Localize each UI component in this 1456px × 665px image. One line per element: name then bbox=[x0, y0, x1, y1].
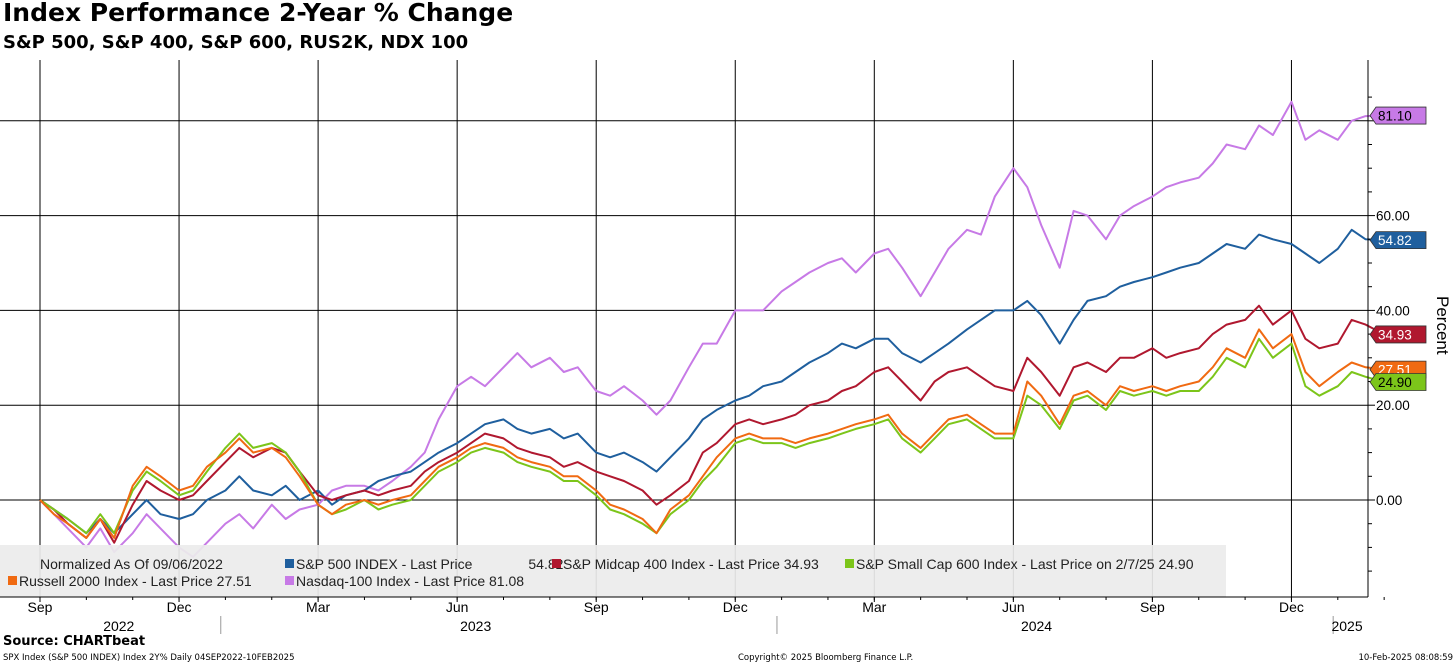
grid bbox=[0, 60, 1368, 597]
series-line-mid400 bbox=[39, 304, 1385, 544]
legend-label-sml600: S&P Small Cap 600 Index - Last Price on … bbox=[856, 556, 1194, 572]
series-line-ndx bbox=[39, 100, 1385, 558]
last-value-tag-spx bbox=[1369, 231, 1427, 250]
x-tick-label: Sep bbox=[28, 599, 53, 615]
series-line-spx bbox=[39, 228, 1385, 535]
footer-left: SPX Index (S&P 500 INDEX) Index 2Y% Dail… bbox=[3, 653, 295, 663]
y-tick-label: 0.00 bbox=[1376, 493, 1402, 508]
legend-label-ndx: Nasdaq-100 Index - Last Price 81.08 bbox=[296, 573, 524, 589]
legend-label-mid400: S&P Midcap 400 Index - Last Price 34.93 bbox=[563, 556, 819, 572]
last-value-tag-sml600 bbox=[1369, 373, 1427, 391]
x-tick-label: Mar bbox=[306, 599, 330, 615]
legend-swatch-sml600 bbox=[845, 559, 854, 568]
legend: Normalized As Of 09/06/2022 S&P 500 INDEX… bbox=[0, 545, 1226, 597]
last-value-label-spx: 54.82 bbox=[1378, 233, 1412, 248]
y-tick-label: 60.00 bbox=[1376, 209, 1410, 224]
last-value-label-sml600: 24.90 bbox=[1378, 375, 1412, 390]
x-tick-label: Sep bbox=[1140, 599, 1165, 615]
footer-copyright: Copyright© 2025 Bloomberg Finance L.P. bbox=[738, 653, 914, 663]
chart-subtitle: S&P 500, S&P 400, S&P 600, RUS2K, NDX 10… bbox=[3, 32, 469, 53]
y-axis: 0.00 20.00 40.00 60.00 Percent bbox=[1367, 60, 1452, 597]
legend-label-spx: S&P 500 INDEX - Last Price 54.82 bbox=[296, 556, 564, 572]
year-label: 2025 bbox=[1331, 618, 1362, 634]
year-label: 2024 bbox=[1021, 618, 1052, 634]
legend-swatch-mid400 bbox=[552, 559, 561, 568]
series-line-rty bbox=[39, 328, 1385, 539]
legend-swatch-ndx bbox=[285, 576, 294, 585]
x-tick-label: Dec bbox=[1279, 599, 1304, 615]
source-note: Source: CHARTbeat bbox=[3, 634, 146, 649]
legend-swatch-rty bbox=[8, 576, 17, 585]
series-line-sml600 bbox=[39, 337, 1385, 535]
legend-box bbox=[0, 545, 1226, 597]
x-tick-label: Mar bbox=[862, 599, 886, 615]
last-value-label-ndx: 81.10 bbox=[1378, 109, 1412, 124]
x-tick-label: Jun bbox=[446, 599, 469, 615]
legend-label-note: Normalized As Of 09/06/2022 bbox=[40, 556, 223, 572]
last-value-label-mid400: 34.93 bbox=[1378, 327, 1412, 342]
last-value-tag-ndx bbox=[1369, 106, 1427, 125]
year-label: 2023 bbox=[460, 618, 491, 634]
last-value-tag-mid400 bbox=[1369, 325, 1427, 344]
x-tick-label: Jun bbox=[1002, 599, 1025, 615]
y-axis-label: Percent bbox=[1433, 296, 1452, 355]
legend-label-rty: Russell 2000 Index - Last Price 27.51 bbox=[19, 573, 252, 589]
x-tick-label: Dec bbox=[167, 599, 192, 615]
x-axis: Sep Dec Mar Jun Sep Dec Mar Jun Sep Dec 2022 2023 20… bbox=[0, 596, 1385, 634]
series-lines bbox=[39, 100, 1385, 558]
x-tick-label: Dec bbox=[723, 599, 748, 615]
x-tick-label: Sep bbox=[584, 599, 609, 615]
legend-swatch-spx bbox=[285, 559, 294, 568]
chart-title: Index Performance 2-Year % Change bbox=[3, 0, 514, 27]
y-tick-label: 40.00 bbox=[1376, 303, 1410, 318]
year-label: 2022 bbox=[103, 618, 134, 634]
y-tick-label: 20.00 bbox=[1376, 398, 1410, 413]
footer-timestamp: 10-Feb-2025 08:08:59 bbox=[1358, 653, 1453, 663]
